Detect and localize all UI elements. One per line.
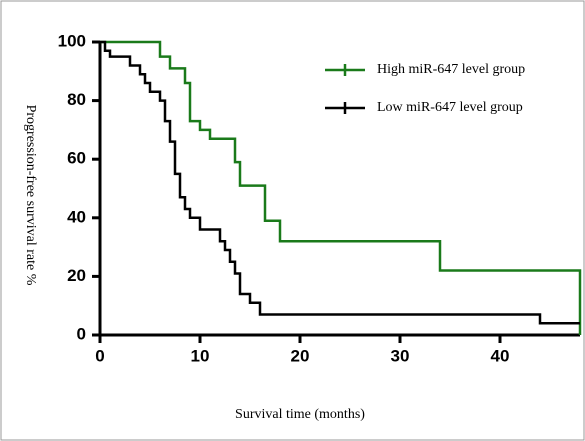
y-tick-label: 80 [67, 90, 86, 109]
y-tick-label: 100 [58, 31, 86, 50]
x-tick-label: 0 [95, 346, 104, 365]
x-tick-label: 40 [491, 346, 510, 365]
x-axis-label: Survival time (months) [235, 407, 365, 422]
x-tick-label: 10 [191, 346, 210, 365]
legend-label: Low miR-647 level group [377, 100, 523, 115]
y-axis-label: Progression-free survival rate % [23, 105, 38, 286]
y-tick-label: 0 [77, 324, 86, 343]
y-tick-label: 40 [67, 207, 86, 226]
x-tick-label: 20 [291, 346, 310, 365]
x-tick-label: 30 [391, 346, 410, 365]
survival-line [100, 40, 582, 335]
legend-label: High miR-647 level group [377, 62, 525, 77]
survival-line [100, 40, 580, 325]
y-tick-label: 60 [67, 149, 86, 168]
y-tick-label: 20 [67, 266, 86, 285]
